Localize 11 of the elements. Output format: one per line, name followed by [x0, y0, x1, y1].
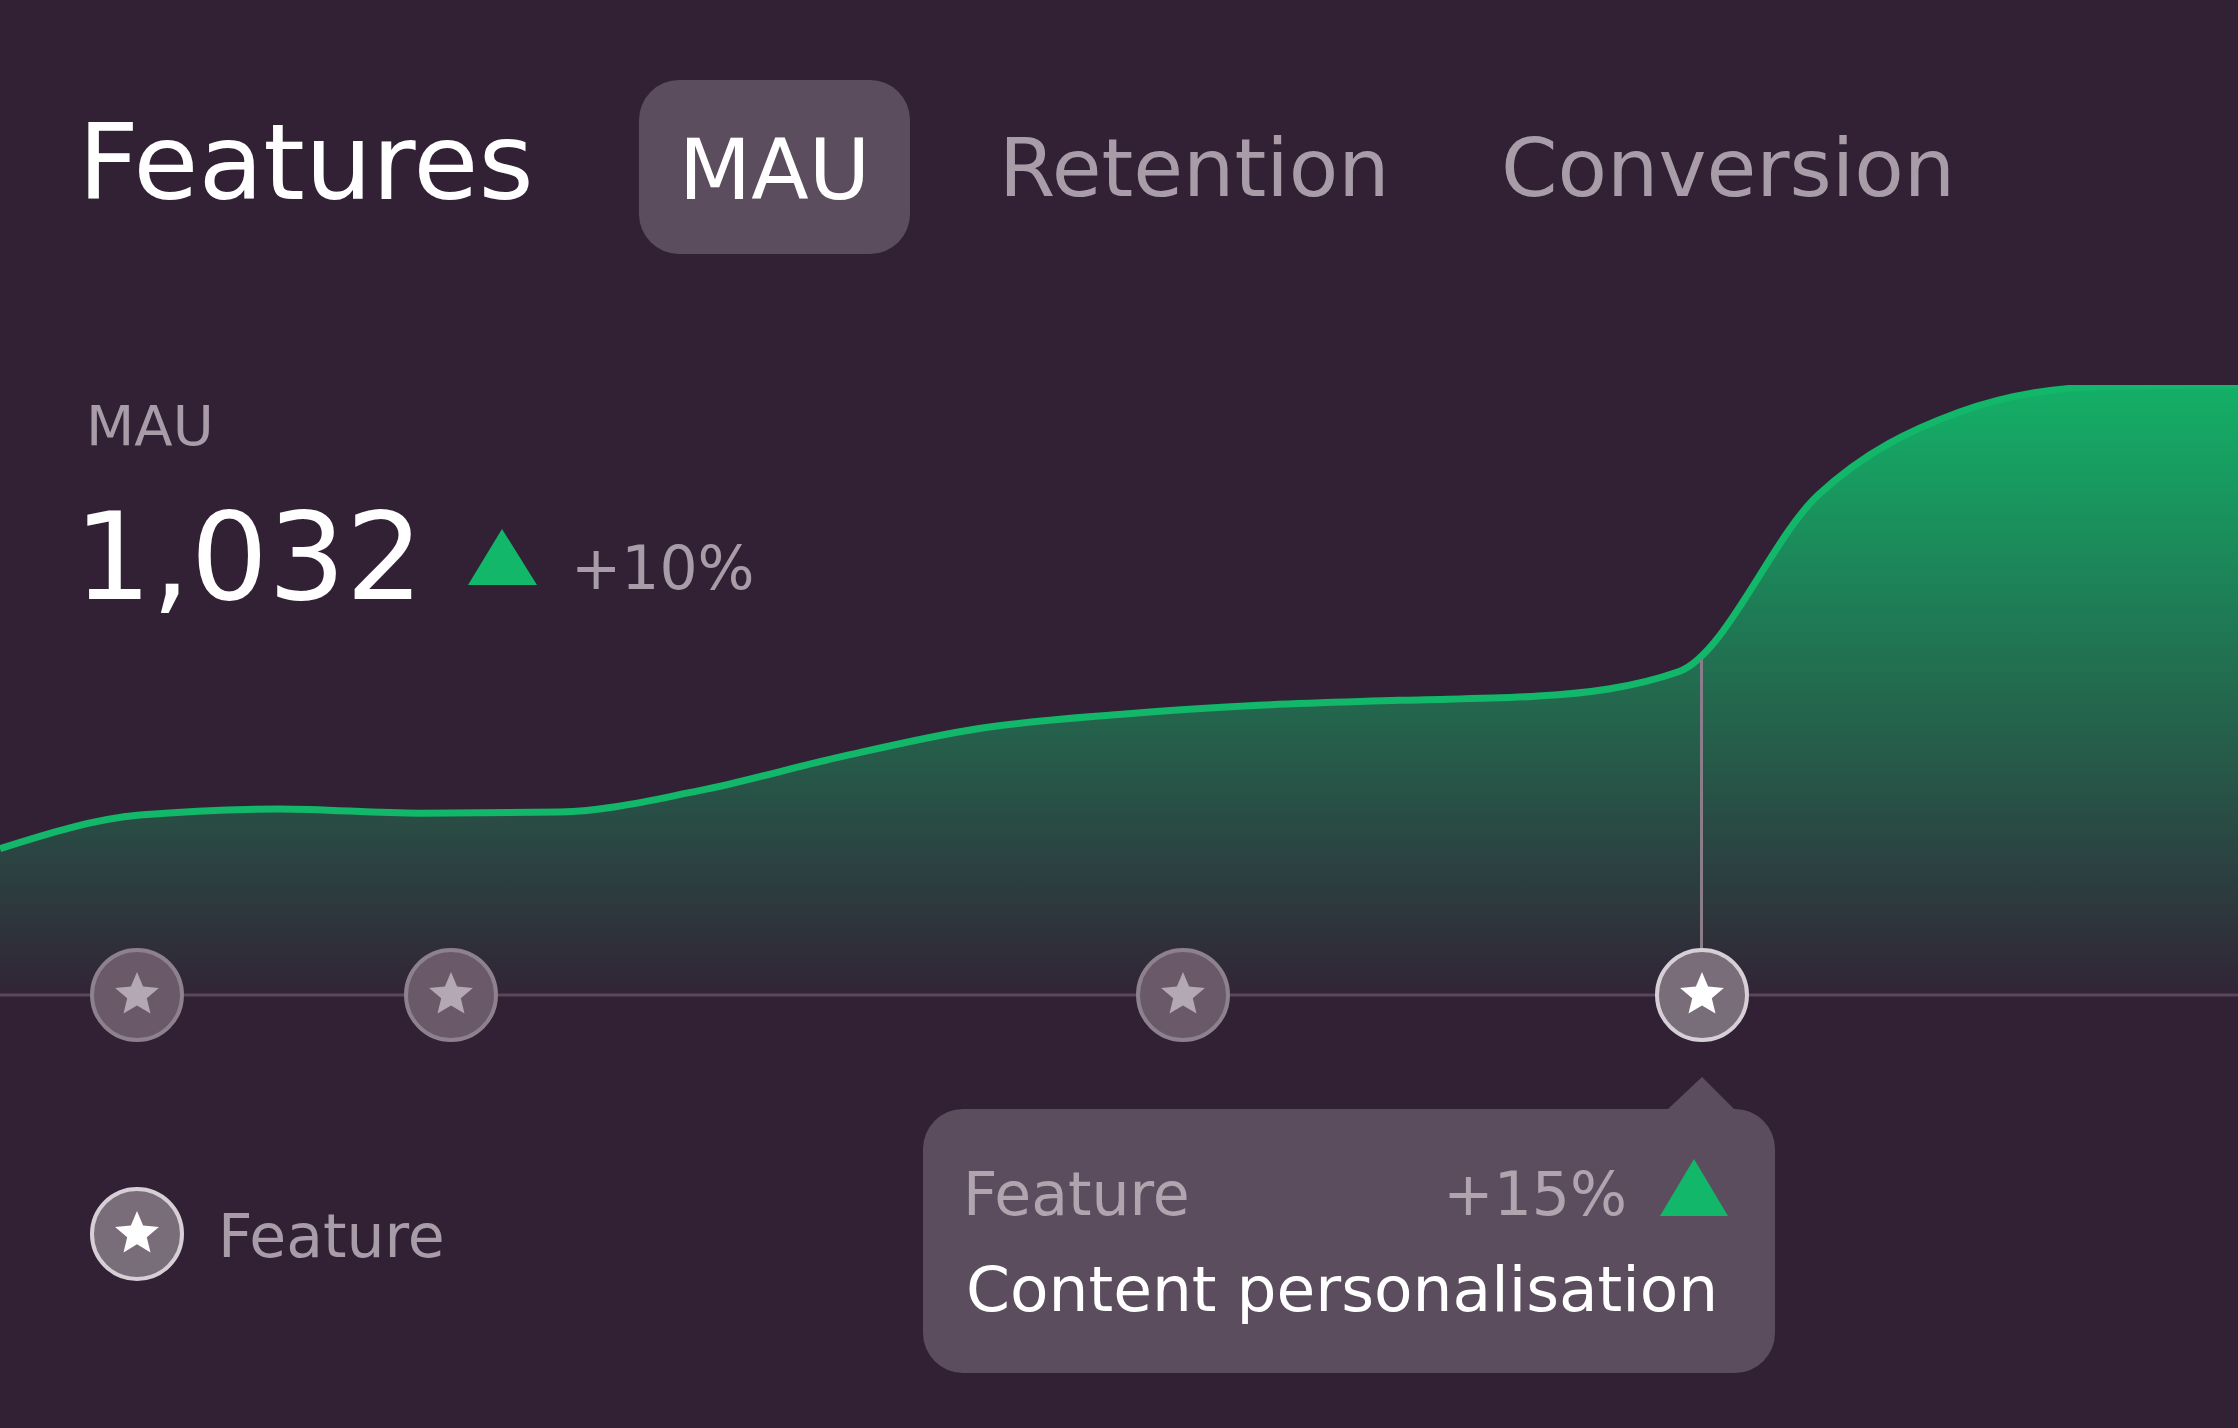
annotation: MAU [86, 393, 214, 458]
text: Conversion [1501, 121, 1956, 215]
text: Feature [963, 1159, 1190, 1229]
text: Feature [218, 1201, 445, 1271]
chart-title: Features [78, 101, 534, 224]
text: Content personalisation [966, 1253, 1719, 1326]
annotation: 1,032 [74, 486, 424, 628]
text: Retention [999, 121, 1390, 215]
annotation: +10% [571, 533, 755, 603]
text: +15% [1443, 1159, 1627, 1229]
text: MAU [677, 121, 872, 219]
